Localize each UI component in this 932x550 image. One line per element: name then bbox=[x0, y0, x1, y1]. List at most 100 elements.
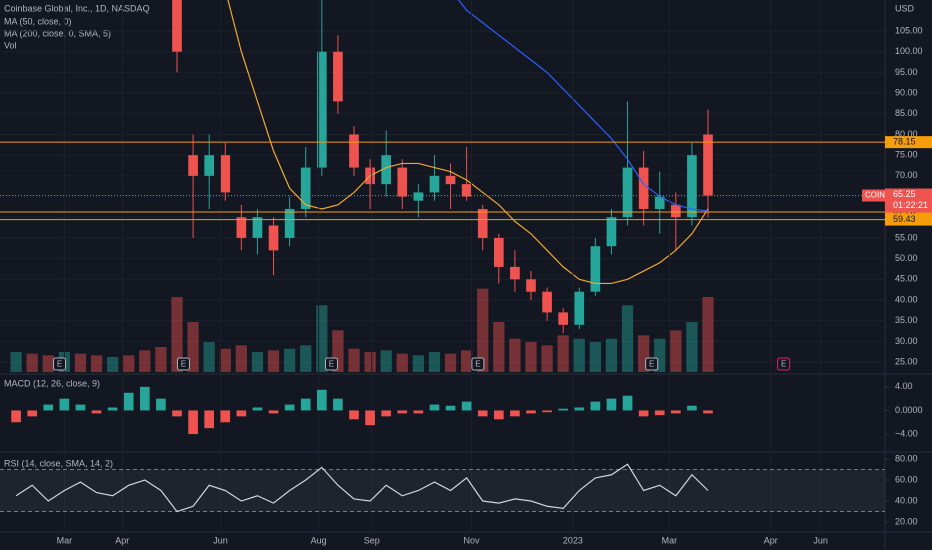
volume-bar bbox=[187, 322, 199, 372]
x-tick-label: Mar bbox=[662, 535, 678, 545]
histogram-bar bbox=[413, 410, 424, 414]
volume-bar bbox=[26, 353, 38, 372]
candle-body bbox=[622, 167, 633, 218]
histogram-bar bbox=[365, 410, 375, 426]
volume-bar bbox=[461, 350, 473, 372]
histogram-bar bbox=[204, 410, 215, 429]
earnings-label: E bbox=[329, 360, 334, 369]
volume-bar bbox=[10, 352, 22, 372]
x-tick-label: 2023 bbox=[563, 535, 583, 545]
volume-bar bbox=[477, 288, 489, 372]
y-tick-label: 35.00 bbox=[895, 315, 918, 325]
histogram-bar bbox=[703, 410, 713, 414]
volume-bar bbox=[74, 353, 87, 372]
histogram-bar bbox=[445, 405, 456, 411]
histogram-bar bbox=[268, 410, 279, 414]
legend-entry: MA (50, close, 0) bbox=[4, 16, 72, 26]
y-tick-label: 30.00 bbox=[895, 336, 918, 346]
y-tick-label: 55.00 bbox=[895, 232, 918, 242]
candle-body bbox=[413, 192, 424, 201]
level-tag bbox=[885, 213, 932, 226]
earnings-marker bbox=[645, 357, 659, 371]
histogram-bar bbox=[526, 410, 536, 414]
candle-body bbox=[333, 51, 343, 102]
symbol-tag bbox=[862, 189, 885, 202]
volume-bar bbox=[42, 355, 54, 372]
histogram-bar bbox=[670, 410, 681, 414]
earnings-marker bbox=[324, 357, 338, 371]
candle-body bbox=[349, 134, 359, 168]
histogram-bar bbox=[654, 410, 665, 416]
candle-body bbox=[493, 237, 504, 267]
histogram-bar bbox=[27, 410, 38, 417]
y-tick-label: 25.00 bbox=[895, 356, 918, 366]
y-tick-label: 80.00 bbox=[895, 129, 918, 139]
histogram-bar bbox=[558, 408, 569, 411]
x-tick-label: Jun bbox=[213, 535, 228, 545]
panel-title: RSI (14, close, SMA, 14, 2) bbox=[4, 458, 113, 468]
candle-body bbox=[477, 208, 488, 238]
earnings-label: E bbox=[781, 360, 786, 369]
rsi-line bbox=[15, 463, 709, 513]
histogram-bar bbox=[236, 410, 247, 417]
volume-bar bbox=[396, 353, 408, 372]
volume-bar bbox=[638, 335, 650, 372]
x-tick-label: Mar bbox=[57, 535, 73, 545]
histogram-bar bbox=[381, 410, 392, 417]
volume-bar bbox=[605, 338, 618, 372]
histogram-bar bbox=[349, 410, 359, 420]
volume-bar bbox=[654, 338, 666, 372]
histogram-bar bbox=[687, 405, 697, 411]
candle-body bbox=[429, 175, 440, 193]
histogram-bar bbox=[510, 410, 520, 417]
volume-bar bbox=[155, 347, 167, 372]
volume-bar bbox=[541, 345, 553, 372]
y-tick-label: 75.00 bbox=[895, 150, 918, 160]
volume-bar bbox=[123, 355, 135, 372]
histogram-bar bbox=[188, 410, 198, 435]
volume-bar bbox=[573, 338, 585, 372]
volume-bar bbox=[267, 350, 280, 372]
price-pane bbox=[10, 0, 714, 372]
candle-body bbox=[670, 204, 681, 218]
earnings-marker bbox=[471, 357, 485, 371]
histogram-bar bbox=[156, 398, 166, 411]
volume-bar bbox=[235, 345, 247, 372]
level-label: 78.15 bbox=[893, 137, 916, 147]
histogram-bar bbox=[43, 404, 54, 411]
volume-bar bbox=[589, 342, 601, 372]
histogram-bar bbox=[606, 398, 617, 411]
last-price-label: 65.25 bbox=[893, 189, 916, 199]
volume-bar bbox=[107, 357, 119, 372]
volume-bar bbox=[380, 350, 392, 372]
histogram-bar bbox=[316, 389, 327, 411]
volume-bar bbox=[348, 348, 360, 372]
unit-label: USD bbox=[895, 3, 915, 13]
volume-bar bbox=[316, 305, 328, 372]
panel-title: MACD (12, 26, close, 9) bbox=[4, 378, 100, 388]
earnings-marker bbox=[176, 357, 190, 371]
x-tick-label: Jun bbox=[813, 535, 828, 545]
y-tick-label: 20.00 bbox=[895, 516, 918, 526]
volume-bar bbox=[670, 330, 682, 372]
candle-body bbox=[703, 134, 713, 196]
candle-body bbox=[236, 217, 247, 238]
histogram-bar bbox=[252, 407, 263, 411]
candle-body bbox=[172, 0, 182, 52]
y-tick-label: 105.00 bbox=[895, 25, 923, 35]
earnings-marker bbox=[53, 357, 67, 371]
y-tick-label: 85.00 bbox=[895, 108, 918, 118]
volume-bar bbox=[203, 342, 215, 372]
y-tick-label: 50.00 bbox=[895, 253, 918, 263]
earnings-label: E bbox=[649, 360, 654, 369]
moving-average bbox=[227, 0, 709, 285]
candle-body bbox=[397, 167, 408, 197]
y-tick-label: 95.00 bbox=[895, 67, 918, 77]
countdown-label: 01:22:21 bbox=[893, 200, 928, 210]
y-tick-label: 0.0000 bbox=[895, 405, 923, 415]
volume-bar bbox=[412, 355, 424, 372]
candle-body bbox=[574, 291, 585, 325]
histogram-bar bbox=[139, 386, 150, 411]
candle-body bbox=[687, 155, 697, 218]
